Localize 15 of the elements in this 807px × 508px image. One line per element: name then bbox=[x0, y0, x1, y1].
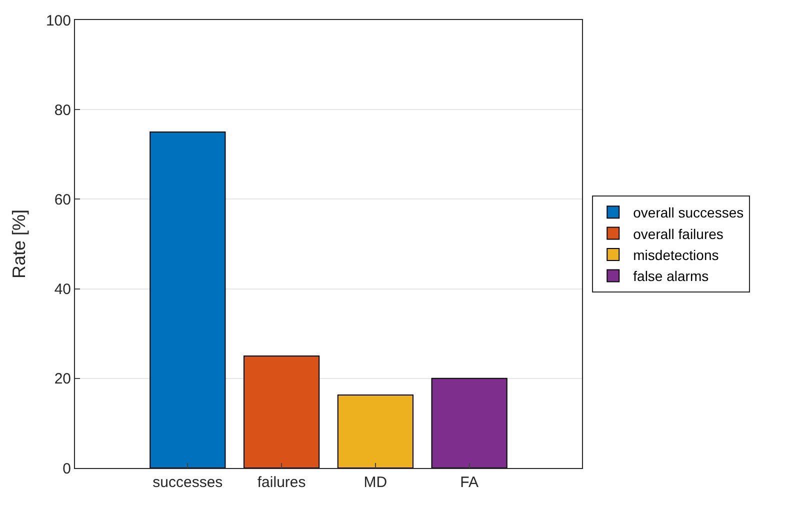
y-tick-label: 20 bbox=[54, 370, 71, 388]
x-tick-label: MD bbox=[364, 474, 388, 491]
legend-label: overall successes bbox=[633, 204, 744, 221]
x-tick-label: successes bbox=[152, 474, 223, 491]
x-tick-label: failures bbox=[257, 474, 306, 491]
legend-label: overall failures bbox=[633, 226, 724, 242]
y-tick-label: 80 bbox=[54, 102, 71, 119]
x-tick-label: FA bbox=[460, 474, 478, 491]
y-tick-label: 100 bbox=[46, 12, 71, 30]
y-tick-label: 0 bbox=[62, 460, 71, 478]
y-axis-title: Rate [%] bbox=[9, 209, 30, 279]
y-tick-label: 40 bbox=[54, 281, 71, 298]
y-tick-label: 60 bbox=[54, 191, 71, 208]
legend-label: false alarms bbox=[633, 268, 709, 284]
legend-label: misdetections bbox=[633, 246, 719, 263]
